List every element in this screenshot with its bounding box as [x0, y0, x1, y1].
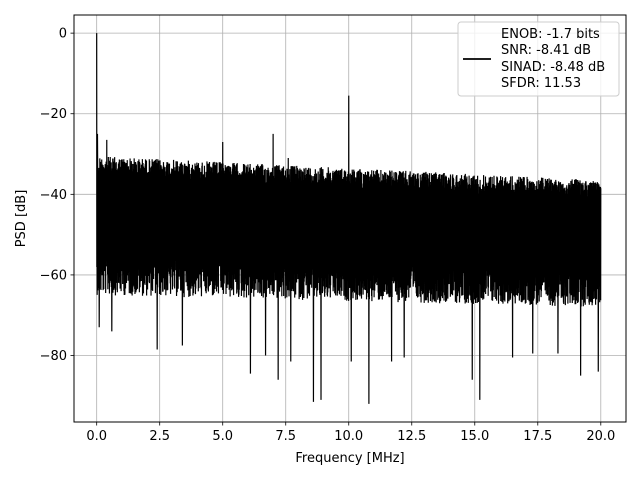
legend: ENOB: -1.7 bits SNR: -8.41 dB SINAD: -8.…	[457, 21, 620, 97]
legend-enob: ENOB: -1.7 bits	[501, 27, 600, 42]
x-tick-label: 20.0	[586, 429, 615, 444]
x-tick-label: 2.5	[149, 429, 170, 444]
y-tick-label: −40	[40, 188, 67, 203]
legend-snr: SNR: -8.41 dB	[501, 43, 591, 58]
plot-frame	[73, 14, 627, 423]
legend-sinad: SINAD: -8.48 dB	[501, 60, 605, 75]
y-tick-label: −20	[40, 107, 67, 122]
x-tick-label: 12.5	[397, 429, 426, 444]
y-tick-label: 0	[59, 27, 67, 42]
x-axis-label: Frequency [MHz]	[295, 451, 404, 466]
y-tick-label: −80	[40, 349, 67, 364]
x-tick-label: 0.0	[86, 429, 107, 444]
psd-trace	[96, 33, 602, 404]
legend-sfdr: SFDR: 11.53	[501, 76, 581, 91]
x-tick-label: 15.0	[460, 429, 489, 444]
y-axis-label: PSD [dB]	[14, 190, 29, 248]
x-tick-label: 10.0	[334, 429, 363, 444]
axis-ticks: 0.0 2.5 5.0 7.5 10.0 12.5 15.0 17.5 20.0 0 −20 −40 −…	[40, 27, 616, 444]
x-tick-label: 17.5	[523, 429, 552, 444]
x-tick-label: 7.5	[275, 429, 296, 444]
y-tick-label: −60	[40, 268, 67, 283]
x-tick-label: 5.0	[212, 429, 233, 444]
legend-frame	[457, 21, 620, 97]
